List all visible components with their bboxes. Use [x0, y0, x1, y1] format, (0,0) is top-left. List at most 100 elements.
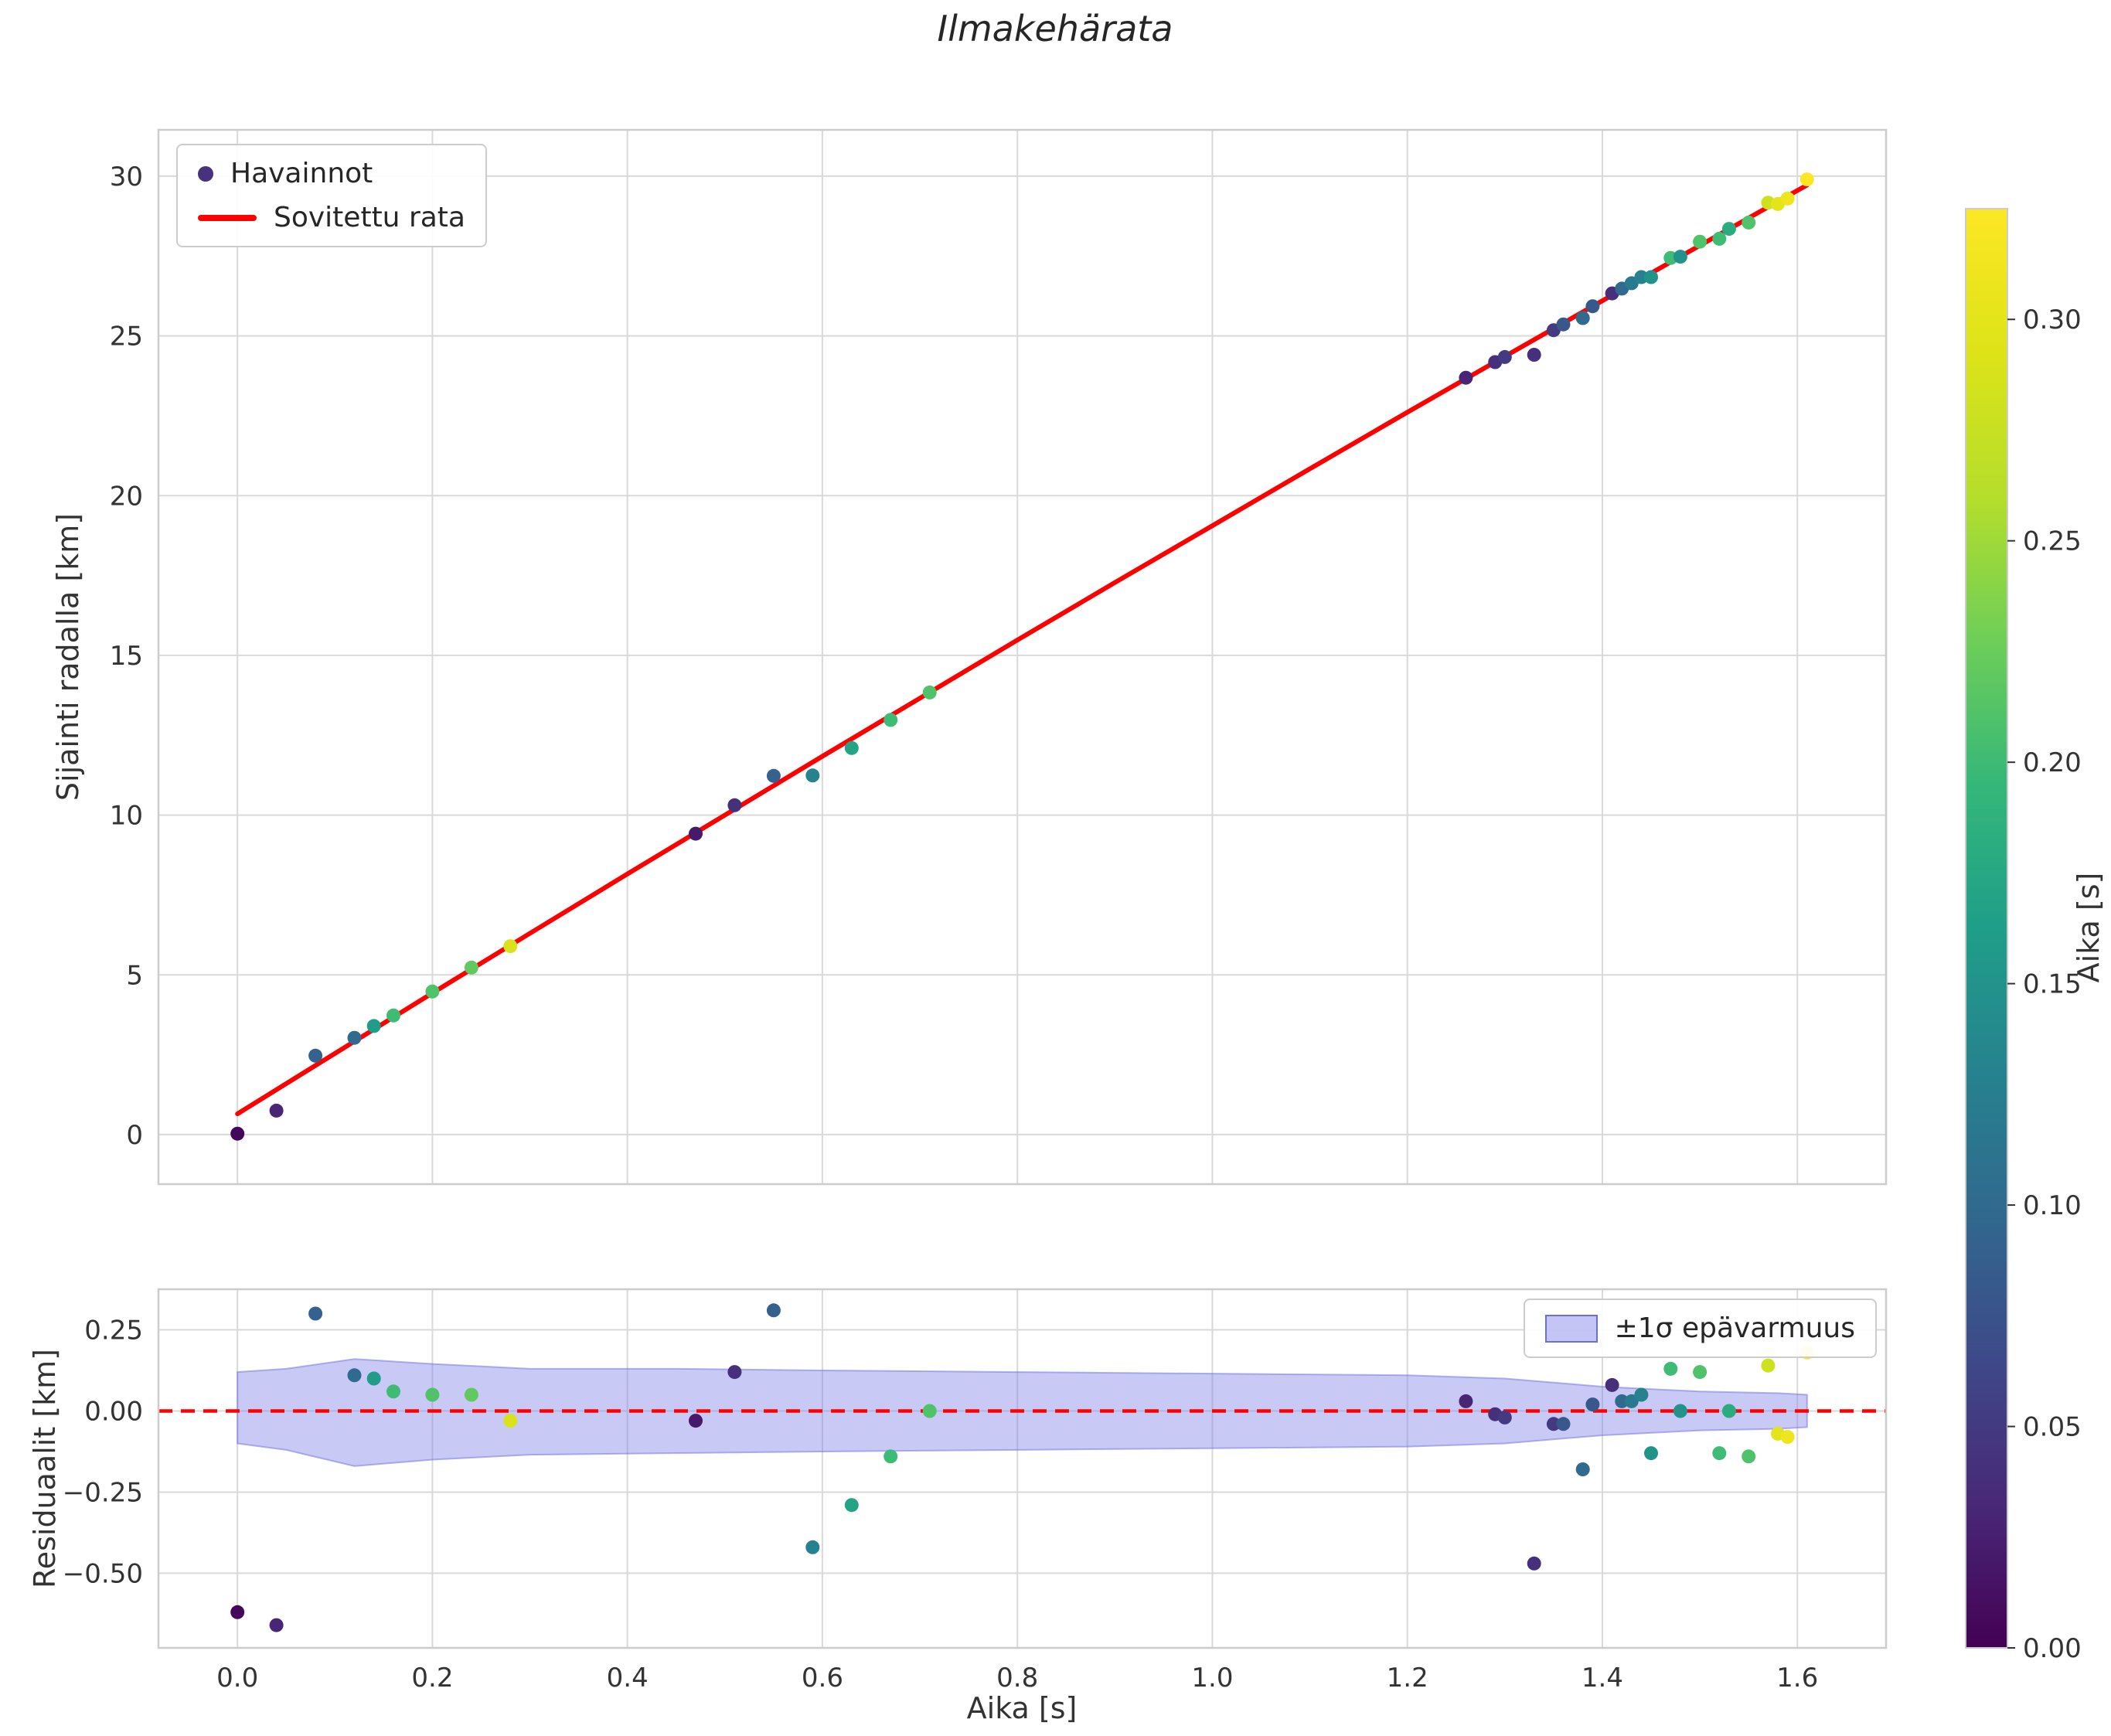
scatter-point [1585, 299, 1600, 314]
scatter-point [689, 826, 703, 841]
scatter-point [1663, 1361, 1678, 1376]
colorbar-tick-label: 0.15 [2023, 969, 2082, 1000]
colorbar-tick-label: 0.10 [2023, 1190, 2082, 1221]
x-tick-label: 0.6 [802, 1663, 843, 1693]
trajectory-y-axis-label: Sijainti radalla [km] [51, 512, 85, 802]
scatter-point [425, 984, 440, 999]
scatter-point [366, 1371, 381, 1386]
scatter-point [1585, 1397, 1600, 1412]
scatter-point [805, 1540, 820, 1554]
y-tick-label: 10 [110, 801, 143, 832]
y-tick-label: 15 [110, 641, 143, 672]
legend-entry-uncertainty: ±1σ epävarmuus [1544, 1312, 1855, 1344]
residuals-plot: 0.25 0.00 −0.25 −0.50 0.0 0.2 0.4 0.6 0.8 1.0 1.2 1… [63, 1288, 1888, 1693]
scatter-point [766, 1303, 781, 1318]
scatter-point [366, 1019, 381, 1033]
scatter-point [1780, 191, 1795, 206]
scatter-point [1721, 1404, 1736, 1418]
scatter-point [922, 685, 937, 700]
scatter-point [1459, 1394, 1473, 1408]
scatter-point [1634, 1387, 1649, 1402]
scatter-point [884, 713, 898, 727]
uncertainty-band-icon [1544, 1314, 1598, 1343]
scatter-point [884, 1449, 898, 1464]
scatter-point [1693, 234, 1708, 249]
fit-line-icon [198, 214, 257, 221]
legend-label-havainnot: Havainnot [230, 158, 373, 189]
scatter-point [844, 740, 859, 755]
scatter-point [386, 1008, 400, 1023]
scatter-point [1527, 348, 1541, 362]
scatter-point [922, 1404, 937, 1418]
scatter-point [269, 1103, 284, 1118]
y-tick-label: 0 [126, 1120, 143, 1151]
x-tick-label: 1.2 [1387, 1663, 1428, 1693]
y-tick-label: 20 [110, 481, 143, 512]
scatter-point [766, 768, 781, 783]
legend-entry-havainnot: Havainnot [198, 158, 465, 189]
scatter-point [1721, 222, 1736, 237]
y-tick-label: 5 [126, 960, 143, 991]
scatter-point [1644, 1446, 1658, 1461]
x-tick-label: 0.2 [411, 1663, 453, 1693]
havainnot-marker-icon [198, 165, 213, 182]
legend-entry-sovitettu-rata: Sovitettu rata [198, 202, 465, 233]
scatter-point [503, 1414, 518, 1428]
scatter-point [1497, 1410, 1512, 1425]
x-tick-label: 0.8 [996, 1663, 1038, 1693]
y-tick-label: 30 [110, 162, 143, 192]
chart-title: Ilmakehärata [937, 8, 1173, 49]
colorbar-tick-label: 0.30 [2023, 305, 2082, 335]
colorbar: 0.00 0.05 0.10 0.15 0.20 0.25 0.30 [1965, 208, 2082, 1664]
scatter-point [347, 1368, 362, 1383]
scatter-point [1673, 1404, 1687, 1418]
x-tick-label: 0.4 [607, 1663, 649, 1693]
axes-frame [157, 1288, 1888, 1649]
scatter-point [308, 1048, 323, 1063]
scatter-point [1527, 1556, 1541, 1571]
x-tick-label: 1.4 [1582, 1663, 1623, 1693]
colorbar-tick-label: 0.05 [2023, 1412, 2082, 1443]
colorbar-gradient [1966, 209, 2007, 1648]
scatter-point [1497, 349, 1512, 364]
scatter-point [1556, 317, 1571, 332]
legend-residuals: ±1σ epävarmuus [1523, 1299, 1877, 1358]
legend-label-uncertainty: ±1σ epävarmuus [1614, 1312, 1855, 1344]
scatter-point [464, 1387, 478, 1402]
scatter-point [425, 1387, 440, 1402]
scatter-point [230, 1126, 245, 1141]
scatter-point [1556, 1417, 1571, 1431]
scatter-point [230, 1605, 245, 1619]
scatter-point [1575, 311, 1590, 325]
scatter-point [503, 939, 518, 954]
residuals-y-axis-label: Residuaalit [km] [28, 1349, 62, 1588]
y-tick-label: 0.00 [84, 1396, 143, 1427]
scatter-point [1712, 231, 1727, 246]
scatter-point [1575, 1462, 1590, 1476]
y-tick-label: −0.50 [63, 1558, 143, 1589]
scatter-point [1615, 1394, 1629, 1408]
scatter-point [1712, 1446, 1727, 1461]
scatter-point [727, 798, 742, 812]
scatter-point [1742, 215, 1756, 230]
scatter-point [805, 768, 820, 783]
scatter-point [1605, 1377, 1619, 1392]
scatter-point [1693, 1365, 1708, 1380]
scatter-point [844, 1498, 859, 1513]
scatter-point [347, 1030, 362, 1045]
scatter-point [1634, 270, 1649, 284]
scatter-point [1780, 1430, 1795, 1445]
colorbar-tick-label: 0.20 [2023, 747, 2082, 778]
x-axis-label: Aika [s] [966, 1691, 1078, 1725]
scatter-point [269, 1618, 284, 1632]
colorbar-frame [1965, 208, 2008, 1649]
scatter-point [1673, 250, 1687, 264]
scatter-point [308, 1306, 323, 1321]
legend-label-sovitettu-rata: Sovitettu rata [274, 202, 465, 233]
colorbar-label: Aika [s] [2072, 872, 2106, 983]
x-tick-label: 1.0 [1191, 1663, 1233, 1693]
y-tick-label: −0.25 [63, 1477, 143, 1508]
scatter-point [464, 960, 478, 975]
scatter-point [689, 1414, 703, 1428]
